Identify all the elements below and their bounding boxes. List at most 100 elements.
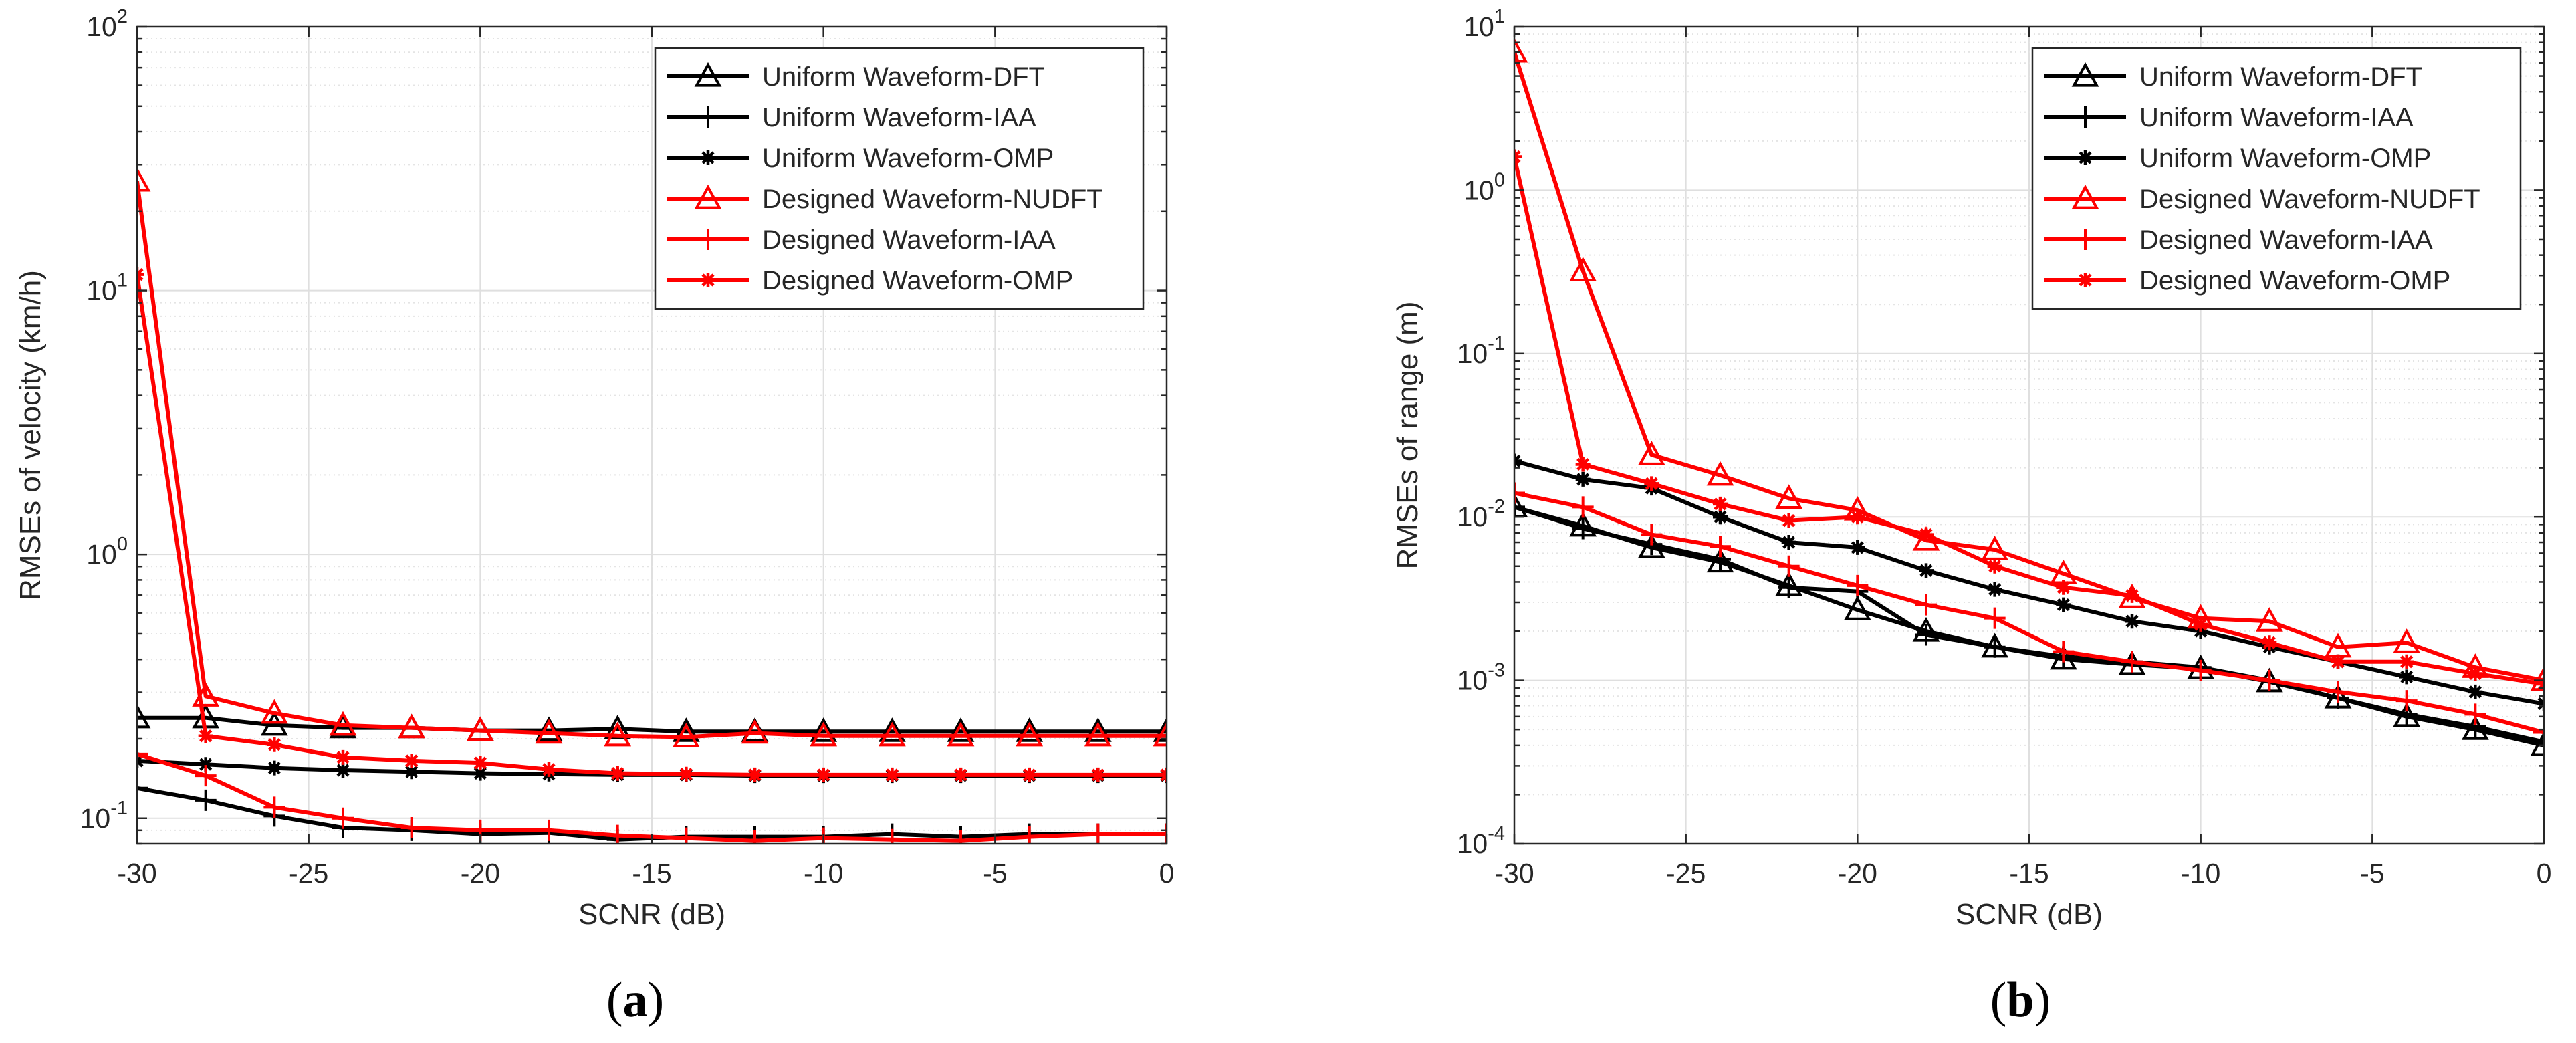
legend-label: Designed Waveform-NUDFT <box>762 185 1103 214</box>
x-tick-label: 0 <box>2537 858 2552 889</box>
legend-marker <box>2078 150 2093 165</box>
data-point-designed-omp <box>1713 496 1728 511</box>
data-point-uniform-dft <box>1153 717 1167 742</box>
legend-label: Uniform Waveform-IAA <box>2139 103 2414 132</box>
legend-marker <box>701 150 715 165</box>
data-point-designed-iaa <box>744 830 766 844</box>
series-line-uniform-omp <box>1514 459 2544 706</box>
legend-item-designed-omp: Designed Waveform-OMP <box>667 266 1073 296</box>
data-point-designed-omp <box>473 756 488 771</box>
data-point-uniform-dft <box>2530 731 2544 756</box>
x-tick-label: -15 <box>632 858 671 889</box>
ticks <box>136 25 1168 845</box>
data-point-designed-iaa <box>2053 641 2075 663</box>
data-point-designed-omp <box>1090 767 1106 782</box>
legend: Uniform Waveform-DFT Uniform Waveform-IAA… <box>654 47 1145 310</box>
legend-label: Uniform Waveform-IAA <box>762 103 1036 132</box>
data-point-designed-omp <box>2262 635 2277 651</box>
x-tick-label: -10 <box>804 858 843 889</box>
data-point-uniform-iaa <box>2533 731 2544 753</box>
data-point-uniform-omp <box>404 764 419 780</box>
series-line-uniform-dft <box>137 715 1167 734</box>
data-point-designed-nudft <box>1016 721 1044 747</box>
data-point-uniform-iaa <box>1984 636 2006 658</box>
data-point-designed-omp <box>610 766 625 781</box>
grid <box>137 27 1167 844</box>
data-point-designed-iaa <box>2190 659 2212 681</box>
data-point-designed-iaa <box>1156 823 1167 844</box>
data-point-designed-omp <box>542 762 556 777</box>
data-point-designed-iaa <box>1710 536 1731 558</box>
series-line-designed-nudft <box>1514 51 2544 683</box>
x-tick-label: -25 <box>1666 858 1706 889</box>
series-line-uniform-iaa <box>1514 505 2544 744</box>
data-point-designed-omp <box>2056 580 2071 595</box>
data-point-designed-nudft <box>741 719 769 744</box>
data-point-uniform-omp <box>2468 684 2483 699</box>
data-point-designed-omp <box>679 766 694 782</box>
data-point-designed-omp <box>198 728 213 743</box>
data-point-designed-iaa <box>538 819 560 841</box>
data-point-designed-nudft <box>1153 721 1167 747</box>
x-tick-label: -20 <box>1838 858 1877 889</box>
data-point-designed-nudft <box>329 711 357 736</box>
data-point-designed-omp <box>404 753 419 768</box>
data-point-designed-iaa <box>137 743 148 765</box>
x-axis-label: SCNR (dB) <box>1956 898 2103 931</box>
data-point-designed-iaa <box>2121 651 2143 673</box>
legend-marker <box>694 62 722 87</box>
data-point-designed-iaa <box>1847 574 1869 596</box>
data-point-designed-nudft <box>1514 37 1528 63</box>
data-point-designed-omp <box>2193 616 2208 632</box>
data-point-uniform-omp <box>1713 509 1728 525</box>
data-point-designed-omp <box>1575 457 1591 472</box>
data-point-designed-iaa <box>263 796 285 818</box>
data-point-uniform-omp <box>2056 597 2071 612</box>
legend-label: Designed Waveform-IAA <box>762 225 1056 255</box>
legend-item-uniform-iaa: Uniform Waveform-IAA <box>2044 103 2414 132</box>
data-point-uniform-dft <box>672 717 700 742</box>
legend-item-uniform-dft: Uniform Waveform-DFT <box>2044 62 2422 92</box>
data-point-designed-nudft <box>466 716 494 741</box>
y-axis-label: RMSEs of velocity (km/h) <box>14 270 47 600</box>
legend-label: Designed Waveform-OMP <box>2139 266 2450 296</box>
legend-label: Uniform Waveform-DFT <box>2139 62 2422 92</box>
data-point-designed-iaa <box>1514 482 1525 504</box>
data-point-uniform-omp <box>198 757 213 772</box>
data-point-uniform-dft <box>604 715 632 739</box>
panel-caption: (b) <box>1990 973 2051 1028</box>
data-point-uniform-iaa <box>137 777 148 799</box>
series-line-designed-omp <box>137 274 1167 777</box>
data-point-designed-iaa <box>2327 681 2349 703</box>
data-point-designed-omp <box>1919 527 1934 542</box>
data-point-uniform-dft <box>878 717 906 742</box>
data-point-designed-iaa <box>400 817 423 839</box>
series-line-designed-iaa <box>1514 491 2544 735</box>
legend-marker <box>2071 62 2099 87</box>
data-point-designed-iaa <box>1018 826 1040 844</box>
x-tick-label: -30 <box>1494 858 1534 889</box>
data-point-designed-omp <box>267 737 282 752</box>
data-point-designed-iaa <box>195 765 217 787</box>
data-point-designed-nudft <box>1084 721 1112 747</box>
data-point-uniform-dft <box>1843 596 1871 620</box>
data-point-uniform-omp <box>1919 563 1934 578</box>
series-designed-nudft <box>137 166 1167 748</box>
legend-marker <box>2075 106 2096 128</box>
data-point-designed-iaa <box>2464 703 2486 725</box>
data-point-uniform-omp <box>1781 535 1796 550</box>
legend-marker <box>701 273 715 287</box>
data-point-designed-nudft <box>260 699 288 724</box>
data-point-uniform-omp <box>2125 614 2139 629</box>
x-tick-label: -30 <box>117 858 156 889</box>
data-point-designed-omp <box>1022 767 1037 782</box>
x-tick-label: -25 <box>289 858 328 889</box>
data-point-designed-iaa <box>881 828 903 844</box>
data-point-designed-omp <box>1850 509 1865 525</box>
data-point-designed-nudft <box>810 721 838 747</box>
x-tick-label: 0 <box>1159 858 1175 889</box>
panel-caption: (a) <box>606 973 664 1028</box>
x-tick-label: -5 <box>983 858 1007 889</box>
legend-label: Designed Waveform-IAA <box>2139 225 2433 255</box>
data-point-designed-omp <box>2331 654 2345 669</box>
